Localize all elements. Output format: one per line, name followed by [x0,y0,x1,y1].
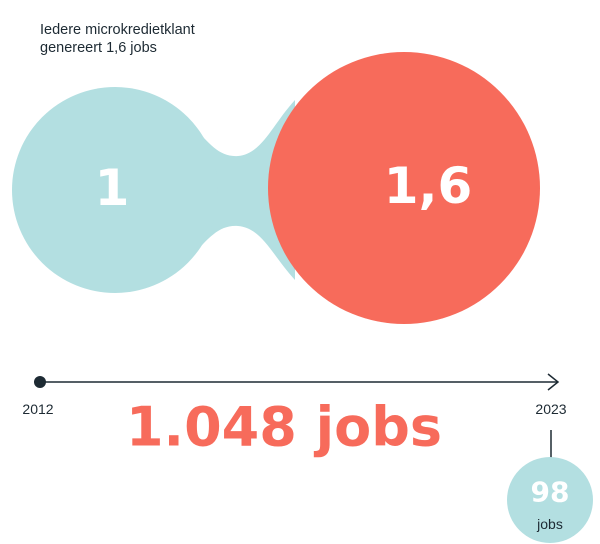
total-jobs: 1.048 jobs [126,396,442,459]
callout-value: 98 [531,476,570,509]
start-year: 2012 [22,401,53,417]
start-bubble [12,87,218,293]
end-value: 1,6 [384,157,473,215]
caption-line: genereert 1,6 jobs [40,40,157,56]
timeline-arrow [547,373,560,391]
callout-bubble [507,457,593,543]
caption-line: Iedere microkredietklant [40,22,195,38]
callout-unit: jobs [536,516,563,532]
end-bubble [268,52,540,324]
end-year: 2023 [535,401,566,417]
start-value: 1 [95,159,130,217]
